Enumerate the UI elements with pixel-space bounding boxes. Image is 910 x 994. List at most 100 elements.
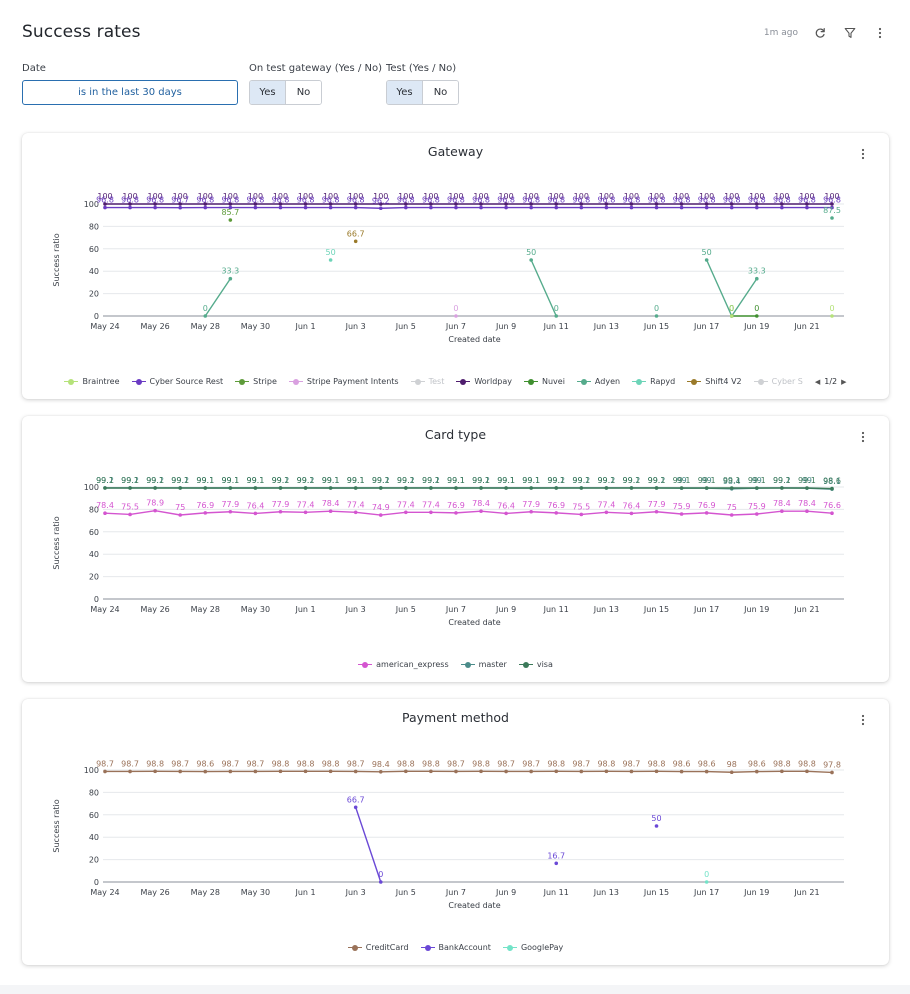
data-point[interactable] — [805, 509, 809, 513]
data-point[interactable] — [454, 511, 458, 515]
data-point[interactable] — [529, 769, 533, 774]
legend-item-cyber-s[interactable]: Cyber S — [753, 377, 803, 386]
data-point[interactable] — [253, 486, 258, 490]
data-point[interactable] — [378, 769, 383, 774]
data-point[interactable] — [604, 486, 609, 490]
data-point[interactable] — [604, 205, 609, 210]
data-point[interactable] — [203, 314, 208, 318]
legend-item-cyber-source-rest[interactable]: Cyber Source Rest — [131, 377, 223, 386]
data-point[interactable] — [479, 769, 483, 774]
data-point[interactable] — [253, 769, 258, 774]
legend-item-american-express[interactable]: american_express — [358, 660, 449, 669]
data-point[interactable] — [103, 205, 107, 210]
data-point[interactable] — [228, 509, 233, 514]
data-point[interactable] — [805, 486, 809, 490]
data-point[interactable] — [278, 509, 283, 514]
data-point[interactable] — [729, 314, 734, 318]
legend-item-googlepay[interactable]: GooglePay — [502, 943, 563, 952]
data-point[interactable] — [353, 510, 358, 515]
data-point[interactable] — [103, 511, 107, 516]
data-point[interactable] — [704, 880, 709, 884]
data-point[interactable] — [479, 509, 483, 513]
data-point[interactable] — [629, 202, 634, 206]
data-point[interactable] — [729, 770, 734, 775]
data-point[interactable] — [729, 513, 734, 517]
legend-prev-icon[interactable]: ◀ — [814, 377, 821, 386]
date-filter-input[interactable]: is in the last 30 days — [22, 80, 238, 105]
data-point[interactable] — [203, 769, 208, 774]
data-point[interactable] — [253, 511, 258, 516]
data-point[interactable] — [328, 205, 333, 210]
legend-item-stripe[interactable]: Stripe — [235, 377, 277, 386]
data-point[interactable] — [704, 511, 709, 515]
data-point[interactable] — [404, 205, 408, 210]
data-point[interactable] — [479, 486, 483, 490]
data-point[interactable] — [654, 486, 659, 490]
legend-item-visa[interactable]: visa — [518, 660, 553, 669]
data-point[interactable] — [654, 769, 659, 774]
data-point[interactable] — [429, 486, 433, 490]
data-point[interactable] — [679, 512, 684, 516]
data-point[interactable] — [780, 509, 784, 513]
data-point[interactable] — [303, 202, 308, 206]
filter-icon[interactable] — [842, 25, 858, 41]
legend-item-shift4-v2[interactable]: Shift4 V2 — [687, 377, 742, 386]
data-point[interactable] — [378, 202, 383, 206]
data-point[interactable] — [629, 511, 634, 516]
data-point[interactable] — [679, 769, 684, 774]
data-point[interactable] — [103, 769, 107, 774]
data-point[interactable] — [754, 486, 759, 490]
data-point[interactable] — [554, 511, 559, 515]
data-point[interactable] — [153, 486, 157, 490]
data-point[interactable] — [103, 202, 107, 206]
legend-item-creditcard[interactable]: CreditCard — [347, 943, 409, 952]
data-point[interactable] — [429, 202, 433, 206]
data-point[interactable] — [228, 202, 233, 206]
data-point[interactable] — [554, 314, 559, 318]
data-point[interactable] — [554, 202, 559, 206]
gateway-card-menu-icon[interactable] — [861, 145, 871, 160]
data-point[interactable] — [830, 216, 834, 220]
data-point[interactable] — [454, 314, 458, 318]
data-point[interactable] — [579, 205, 584, 210]
data-point[interactable] — [529, 258, 533, 262]
data-point[interactable] — [805, 769, 809, 774]
data-point[interactable] — [504, 769, 508, 774]
data-point[interactable] — [328, 509, 333, 513]
data-point[interactable] — [754, 202, 759, 206]
data-point[interactable] — [228, 486, 233, 490]
data-point[interactable] — [153, 205, 157, 210]
data-point[interactable] — [529, 202, 533, 206]
data-point[interactable] — [353, 239, 358, 244]
data-point[interactable] — [529, 205, 533, 210]
data-point[interactable] — [579, 512, 584, 517]
data-point[interactable] — [278, 202, 283, 206]
data-point[interactable] — [128, 486, 132, 490]
data-point[interactable] — [830, 314, 834, 318]
payment-method-card-menu-icon[interactable] — [861, 711, 871, 726]
data-point[interactable] — [128, 769, 132, 774]
data-point[interactable] — [679, 205, 684, 210]
data-point[interactable] — [754, 205, 759, 210]
data-point[interactable] — [203, 202, 208, 206]
data-point[interactable] — [780, 205, 784, 210]
data-point[interactable] — [479, 202, 483, 206]
legend-item-nuvei[interactable]: Nuvei — [523, 377, 565, 386]
data-point[interactable] — [754, 314, 759, 318]
data-point[interactable] — [529, 486, 533, 490]
data-point[interactable] — [554, 486, 559, 490]
data-point[interactable] — [228, 769, 233, 774]
data-point[interactable] — [303, 510, 308, 515]
data-point[interactable] — [128, 205, 132, 210]
data-point[interactable] — [629, 205, 634, 210]
data-point[interactable] — [704, 486, 709, 490]
data-point[interactable] — [153, 508, 157, 513]
refresh-icon[interactable] — [812, 25, 828, 41]
data-point[interactable] — [278, 486, 283, 490]
data-point[interactable] — [729, 205, 734, 210]
data-point[interactable] — [454, 205, 458, 210]
data-point[interactable] — [504, 202, 508, 206]
data-point[interactable] — [303, 205, 308, 210]
data-point[interactable] — [704, 202, 709, 206]
legend-item-test[interactable]: Test — [410, 377, 444, 386]
